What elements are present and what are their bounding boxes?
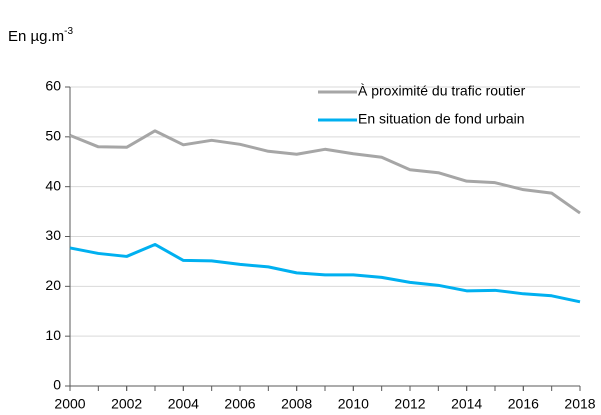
legend-label: À proximité du trafic routier [358, 83, 526, 99]
x-tick-label: 2014 [451, 396, 482, 412]
y-tick-label: 50 [45, 128, 61, 144]
y-tick-label: 30 [45, 227, 61, 243]
y-tick-label: 10 [45, 327, 61, 343]
x-tick-label: 2008 [281, 396, 312, 412]
x-tick-label: 2000 [54, 396, 85, 412]
x-tick-label: 2016 [508, 396, 539, 412]
x-tick-label: 2006 [224, 396, 255, 412]
y-tick-label: 20 [45, 277, 61, 293]
y-tick-label: 40 [45, 177, 61, 193]
y-tick-label: 0 [53, 377, 61, 393]
legend-label: En situation de fond urbain [358, 111, 525, 127]
y-tick-label: 60 [45, 78, 61, 94]
x-tick-label: 2018 [564, 396, 595, 412]
series-line [69, 242, 581, 304]
x-tick-label: 2002 [111, 396, 142, 412]
y-axis-label-sup: -3 [64, 26, 73, 37]
y-axis-label-main: En µg.m [8, 28, 64, 45]
x-tick-label: 2010 [338, 396, 369, 412]
x-tick-label: 2004 [168, 396, 199, 412]
x-tick-label: 2012 [394, 396, 425, 412]
y-axis-label: En µg.m-3 [8, 26, 74, 45]
series-line [69, 129, 581, 215]
